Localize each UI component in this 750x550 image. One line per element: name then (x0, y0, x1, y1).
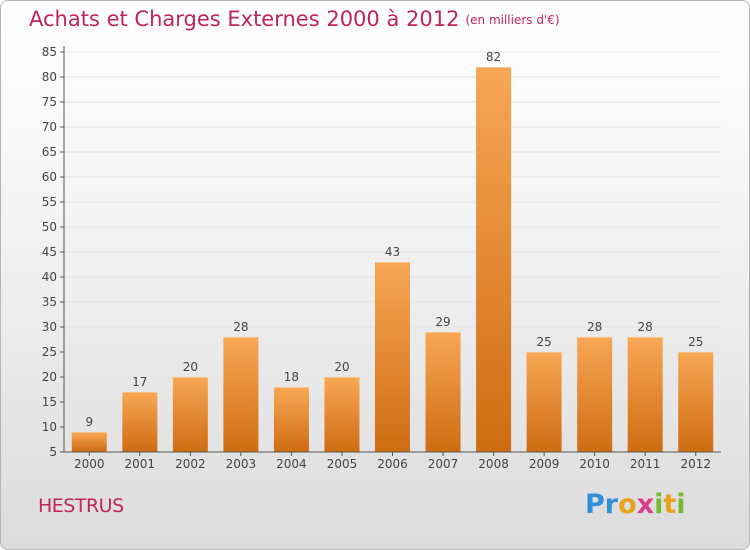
x-tick-label-2011: 2011 (630, 457, 661, 471)
bar-2004 (273, 387, 309, 452)
data-label-2006: 43 (385, 245, 400, 259)
y-tick-label-70: 70 (42, 120, 57, 134)
x-tick-label-2002: 2002 (175, 457, 206, 471)
data-label-2011: 28 (638, 320, 653, 334)
x-tick-label-2005: 2005 (327, 457, 358, 471)
bar-2000 (71, 432, 107, 452)
data-label-2004: 18 (284, 370, 299, 384)
y-axis-ticks: 5 10 15 20 25 30 35 40 45 50 55 60 65 70 75 80 85 (42, 45, 64, 459)
y-tick-label-15: 15 (42, 395, 57, 409)
x-tick-label-2008: 2008 (478, 457, 509, 471)
bar-2006 (375, 262, 410, 452)
data-label-2008: 82 (486, 50, 501, 64)
logo-letter: P (585, 489, 605, 520)
y-tick-label-25: 25 (42, 345, 57, 359)
x-axis-ticks: 2000 2001 2002 2003 2004 2005 2006 2007 2008 2009… (74, 452, 711, 471)
chart-subtitle: (en milliers d'€) (465, 13, 560, 27)
y-tick-label-85: 85 (42, 45, 57, 59)
logo-letter: x (636, 489, 655, 520)
data-label-2007: 29 (435, 315, 450, 329)
y-tick-label-45: 45 (42, 245, 57, 259)
x-tick-label-2012: 2012 (680, 457, 711, 471)
data-label-2003: 28 (233, 320, 248, 334)
title-text: Achats et Charges Externes 2000 à 2012 (29, 7, 460, 31)
x-tick-label-2004: 2004 (276, 457, 307, 471)
y-tick-label-5: 5 (49, 445, 57, 459)
data-label-2000: 9 (85, 415, 93, 429)
y-tick-label-55: 55 (42, 195, 57, 209)
x-tick-label-2006: 2006 (377, 457, 408, 471)
data-label-2005: 20 (334, 360, 349, 374)
data-label-2002: 20 (183, 360, 198, 374)
logo-letter: t (663, 489, 677, 520)
data-labels: 9 17 20 28 18 20 43 29 82 25 28 28 25 (85, 50, 703, 429)
y-tick-label-30: 30 (42, 320, 57, 334)
y-tick-label-65: 65 (42, 145, 57, 159)
bar-2002 (172, 377, 208, 452)
data-label-2012: 25 (688, 335, 703, 349)
bar-2005 (324, 377, 360, 452)
logo-letter: i (676, 489, 686, 520)
x-tick-label-2000: 2000 (74, 457, 105, 471)
data-label-2010: 28 (587, 320, 602, 334)
bar-2007 (425, 332, 461, 452)
bar-2010 (577, 337, 613, 452)
bar-2003 (223, 337, 259, 452)
logo-letter: r (604, 489, 619, 520)
commune-name: HESTRUS (38, 495, 124, 517)
x-tick-label-2009: 2009 (529, 457, 560, 471)
y-tick-label-60: 60 (42, 170, 57, 184)
bar-2011 (627, 337, 663, 452)
y-tick-label-75: 75 (42, 95, 57, 109)
bars-group (71, 67, 714, 452)
x-tick-label-2010: 2010 (579, 457, 610, 471)
bar-2001 (122, 392, 158, 452)
x-tick-label-2003: 2003 (226, 457, 257, 471)
y-tick-label-50: 50 (42, 220, 57, 234)
data-label-2001: 17 (132, 375, 147, 389)
bar-2009 (526, 352, 562, 452)
x-tick-label-2007: 2007 (428, 457, 459, 471)
y-tick-label-80: 80 (42, 70, 57, 84)
bar-2008 (476, 67, 512, 452)
y-tick-label-40: 40 (42, 270, 57, 284)
x-tick-label-2001: 2001 (125, 457, 156, 471)
y-tick-label-20: 20 (42, 370, 57, 384)
bar-2012 (678, 352, 714, 452)
logo-letter: i (654, 489, 664, 520)
proxiti-logo[interactable]: Proxiti (585, 489, 686, 520)
data-label-2009: 25 (536, 335, 551, 349)
logo-letter: o (618, 489, 637, 520)
y-tick-label-35: 35 (42, 295, 57, 309)
y-tick-label-10: 10 (42, 420, 57, 434)
chart-title: Achats et Charges Externes 2000 à 2012 (e… (29, 7, 560, 31)
